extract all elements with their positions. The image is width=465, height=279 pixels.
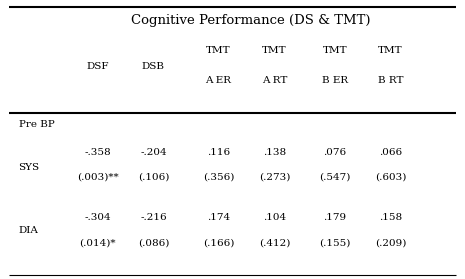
Text: SYS: SYS (19, 163, 40, 172)
Text: B ER: B ER (322, 76, 348, 85)
Text: (.003)**: (.003)** (77, 173, 119, 182)
Text: B RT: B RT (378, 76, 403, 85)
Text: (.412): (.412) (259, 238, 290, 247)
Text: (.356): (.356) (203, 173, 234, 182)
Text: (.166): (.166) (203, 238, 234, 247)
Text: .174: .174 (207, 213, 230, 222)
Text: Cognitive Performance (DS & TMT): Cognitive Performance (DS & TMT) (131, 15, 371, 27)
Text: A RT: A RT (262, 76, 287, 85)
Text: A ER: A ER (206, 76, 232, 85)
Text: .179: .179 (323, 213, 346, 222)
Text: TMT: TMT (206, 46, 231, 55)
Text: (.209): (.209) (375, 238, 406, 247)
Text: .116: .116 (207, 148, 230, 157)
Text: .066: .066 (379, 148, 402, 157)
Text: Pre BP: Pre BP (19, 120, 54, 129)
Text: -.358: -.358 (84, 148, 111, 157)
Text: .076: .076 (323, 148, 346, 157)
Text: -.304: -.304 (84, 213, 111, 222)
Text: -.216: -.216 (140, 213, 167, 222)
Text: -.204: -.204 (140, 148, 167, 157)
Text: DSF: DSF (86, 62, 109, 71)
Text: (.086): (.086) (138, 238, 169, 247)
Text: TMT: TMT (323, 46, 347, 55)
Text: TMT: TMT (379, 46, 403, 55)
Text: (.547): (.547) (319, 173, 351, 182)
Text: (.014)*: (.014)* (80, 238, 116, 247)
Text: .104: .104 (263, 213, 286, 222)
Text: DSB: DSB (142, 62, 165, 71)
Text: .158: .158 (379, 213, 402, 222)
Text: TMT: TMT (262, 46, 286, 55)
Text: (.106): (.106) (138, 173, 169, 182)
Text: (.273): (.273) (259, 173, 290, 182)
Text: DIA: DIA (19, 226, 39, 235)
Text: (.603): (.603) (375, 173, 406, 182)
Text: (.155): (.155) (319, 238, 351, 247)
Text: .138: .138 (263, 148, 286, 157)
